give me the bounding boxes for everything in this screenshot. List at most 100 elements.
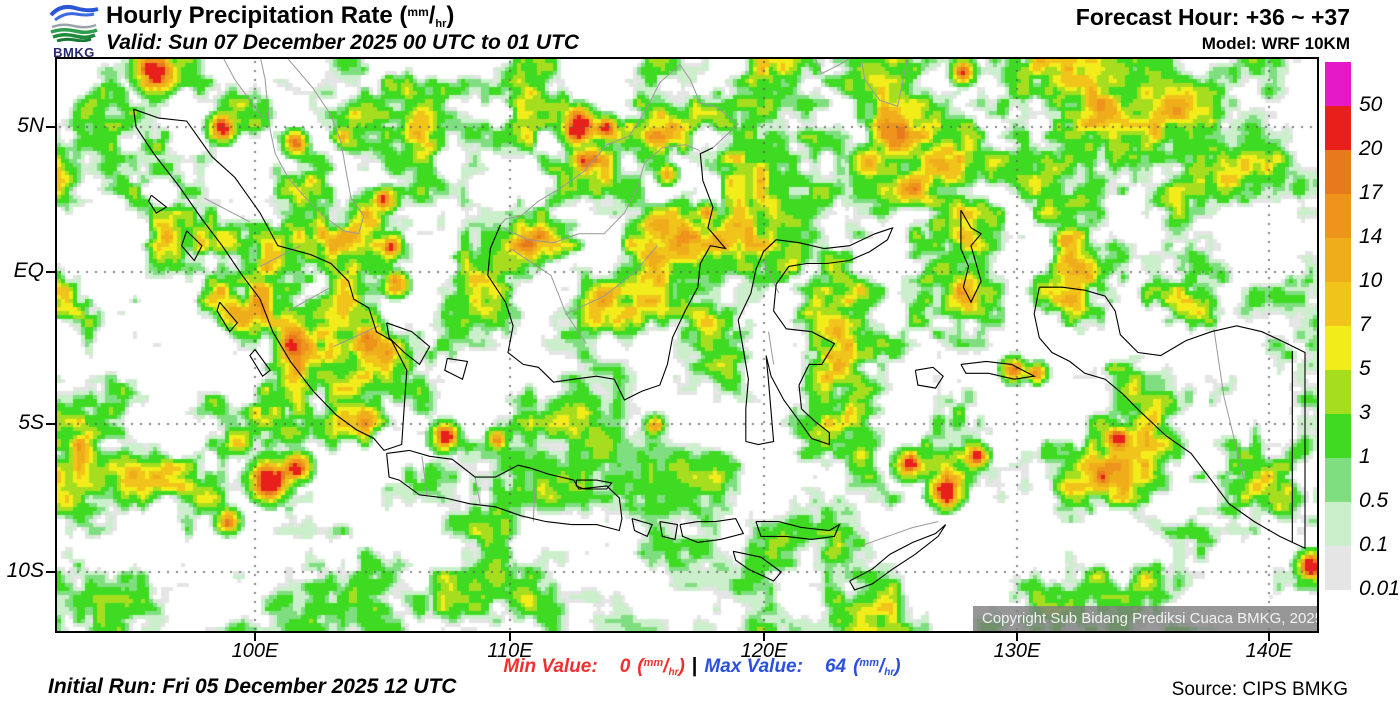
colorbar-segment	[1325, 106, 1351, 150]
boundary-path	[814, 59, 851, 75]
max-value: 64	[824, 656, 847, 677]
coastline-path	[755, 521, 841, 540]
precipitation-map: Copyright Sub Bidang Prediksi Cuaca BMKG…	[55, 57, 1319, 633]
coastline-path	[216, 301, 239, 333]
colorbar-segment	[1325, 238, 1351, 282]
valid-time-text: Valid: Sun 07 December 2025 00 UTC to 01…	[106, 31, 580, 54]
colorbar-segment	[1325, 546, 1351, 590]
source-text: Source: CIPS BMKG	[1171, 679, 1348, 700]
lat-axis-tick	[46, 271, 55, 273]
coastline-path	[849, 524, 947, 591]
boundary-path	[502, 144, 701, 244]
boundary-path	[287, 286, 332, 312]
colorbar-label: 0.5	[1359, 489, 1389, 512]
coastline-path	[386, 322, 431, 366]
coastline-path	[148, 194, 168, 214]
forecast-hour-text: Forecast Hour: +36 ~ +37	[1075, 4, 1350, 30]
lat-axis-label: 10S	[6, 559, 44, 582]
coastline-path	[444, 357, 469, 380]
lat-axis-tick	[46, 126, 55, 128]
coastline-path	[960, 360, 1036, 380]
coastline-path	[960, 209, 982, 304]
coastline-path	[133, 108, 408, 452]
colorbar-segment	[1325, 370, 1351, 414]
lat-axis-label: 5N	[17, 114, 44, 137]
boundary-path	[223, 59, 264, 119]
coastline-path	[249, 349, 271, 378]
colorbar-label: 20	[1359, 137, 1383, 160]
colorbar-segment	[1325, 194, 1351, 238]
lat-axis-label: EQ	[13, 259, 44, 282]
lon-axis-tick	[763, 633, 765, 641]
coastline-path	[659, 521, 679, 541]
max-value-label: Max Value:	[704, 656, 803, 677]
coastline-path	[914, 366, 944, 389]
lon-axis-tick	[1016, 633, 1018, 641]
colorbar-segment	[1325, 150, 1351, 194]
colorbar-label: 50	[1359, 93, 1383, 116]
copyright-overlay: Copyright Sub Bidang Prediksi Cuaca BMKG…	[973, 606, 1317, 631]
coastlines-svg	[133, 59, 1306, 591]
min-value: 0	[619, 656, 631, 677]
boundary-path	[474, 477, 481, 504]
bmkg-logo-text: BMKG	[53, 45, 95, 60]
colorbar-label: 5	[1359, 357, 1371, 380]
minmax-separator: |	[691, 655, 698, 677]
coastline-path	[631, 518, 653, 538]
colorbar-label: 1	[1359, 445, 1371, 468]
boundary-path	[763, 260, 780, 294]
colorbar-segment	[1325, 458, 1351, 502]
colorbar-label: 0.1	[1359, 533, 1389, 556]
lat-axis-tick	[46, 423, 55, 425]
bmkg-logo-icon	[49, 4, 99, 43]
lon-axis-tick	[254, 633, 256, 641]
boundary-path	[862, 521, 939, 546]
colorbar-segment	[1325, 502, 1351, 546]
coastline-path	[732, 550, 783, 582]
coastline-path	[386, 449, 623, 532]
min-unit: (mm/hr)	[637, 656, 685, 678]
boundary-path	[260, 59, 365, 235]
coastline-path	[487, 147, 728, 401]
boundary-path	[768, 331, 775, 365]
map-inner-area: Copyright Sub Bidang Prediksi Cuaca BMKG…	[57, 59, 1317, 631]
colorbar-label: 10	[1359, 269, 1383, 292]
colorbar-label: 7	[1359, 313, 1371, 336]
lon-axis-label: 140E	[1245, 640, 1293, 662]
coastline-path	[575, 479, 613, 490]
model-name-text: Model: WRF 10KM	[1201, 34, 1350, 53]
boundary-path	[565, 245, 658, 315]
lon-axis-tick	[1268, 633, 1270, 641]
lon-axis-label: 120E	[740, 640, 788, 662]
colorbar-segment	[1325, 326, 1351, 370]
coastline-path	[1033, 286, 1306, 550]
min-value-label: Min Value:	[503, 656, 598, 677]
max-unit: (mm/hr)	[853, 656, 901, 678]
colorbar-label: 17	[1359, 181, 1383, 204]
colorbar-segment	[1325, 282, 1351, 326]
colorbar-label: 3	[1359, 401, 1371, 424]
colorbar-label: 14	[1359, 225, 1383, 248]
colorbar-label: 0.01	[1359, 577, 1400, 600]
coastline-path	[180, 230, 203, 262]
lat-axis-label: 5S	[18, 411, 44, 434]
boundary-path	[204, 197, 251, 223]
boundary-path	[532, 471, 537, 522]
lon-axis-tick	[509, 633, 511, 641]
lon-axis-label: 110E	[487, 640, 533, 662]
lon-axis-label: 100E	[231, 640, 279, 662]
boundary-path	[421, 456, 428, 495]
boundary-path	[860, 59, 908, 107]
lon-axis-label: 130E	[993, 640, 1041, 662]
minmax-row: Min Value: 0 (mm/hr) | Max Value: 64 (mm…	[503, 655, 900, 678]
colorbar-segment	[1325, 414, 1351, 458]
boundary-path	[333, 325, 380, 348]
lat-axis-tick	[46, 571, 55, 573]
title-unit: (mm/hr)	[399, 2, 455, 30]
bmkg-logo: BMKG	[44, 2, 104, 60]
boundary-path	[510, 248, 587, 344]
coastline-path	[679, 517, 745, 543]
colorbar-segment	[1325, 62, 1351, 106]
initial-run-text: Initial Run: Fri 05 December 2025 12 UTC	[48, 675, 457, 698]
boundary-path	[500, 63, 739, 226]
